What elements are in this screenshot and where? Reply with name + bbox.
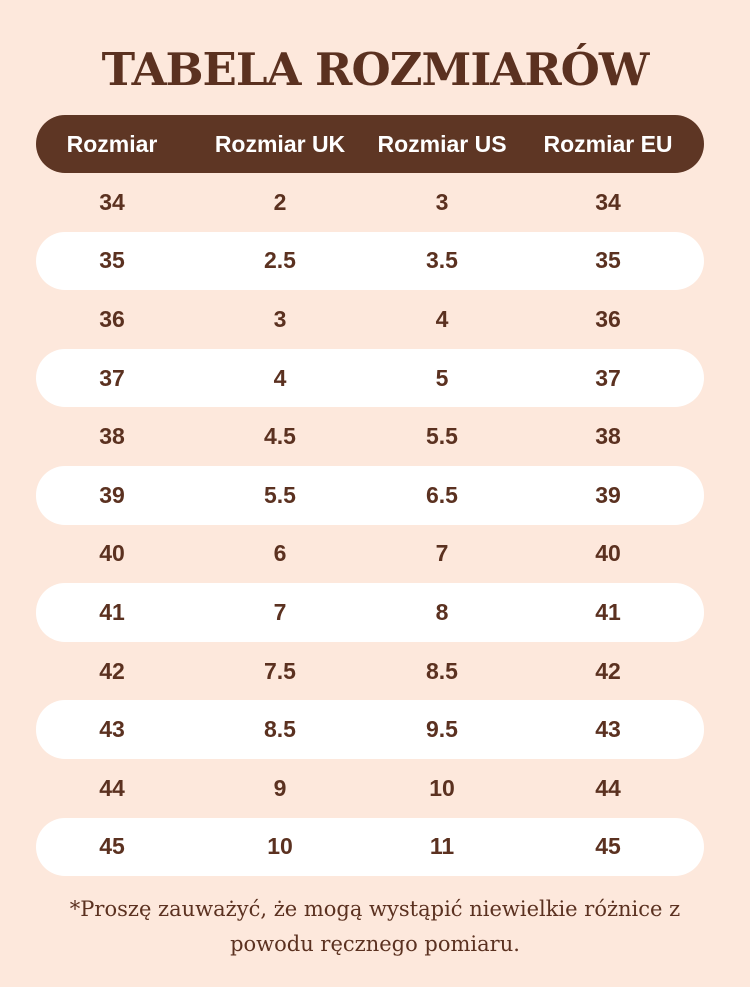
table-row: 34 2 3 34 — [36, 173, 704, 232]
cell-size-uk: 8.5 — [264, 716, 296, 743]
cell-size-uk: 4 — [273, 364, 287, 391]
header-size-uk: Rozmiar UK — [214, 130, 346, 157]
cell-size-uk: 3 — [273, 305, 287, 332]
cell-size-uk: 2.5 — [264, 247, 296, 274]
cell-size-eu: 40 — [595, 540, 621, 567]
cell-size-us: 5.5 — [426, 423, 458, 450]
cell-size: 43 — [99, 716, 125, 743]
disclaimer-note: *Proszę zauważyć, że mogą wystąpić niewi… — [0, 892, 750, 962]
cell-size: 34 — [99, 188, 125, 215]
cell-size-us: 11 — [429, 833, 455, 860]
header-size: Rozmiar — [66, 130, 158, 157]
cell-size-uk: 5.5 — [264, 481, 296, 508]
cell-size: 42 — [99, 657, 125, 684]
page-title: TABELA ROZMIARÓW — [101, 43, 650, 96]
disclaimer-line-2: powodu ręcznego pomiaru. — [230, 932, 520, 956]
cell-size: 38 — [99, 423, 125, 450]
table-row: 39 5.5 6.5 39 — [36, 465, 704, 525]
cell-size-eu: 38 — [595, 423, 621, 450]
cell-size-us: 9.5 — [426, 716, 458, 743]
cell-size-us: 4 — [435, 305, 449, 332]
table-row: 38 4.5 5.5 38 — [36, 407, 704, 466]
cell-size: 36 — [99, 305, 125, 332]
cell-size: 44 — [99, 774, 125, 801]
header-size-us: Rozmiar US — [377, 130, 507, 157]
cell-size-us: 3.5 — [426, 247, 458, 274]
table-row: 40 6 7 40 — [36, 525, 704, 584]
cell-size: 35 — [99, 247, 125, 274]
cell-size-eu: 39 — [595, 481, 621, 508]
cell-size-eu: 42 — [595, 657, 621, 684]
table-row: 41 7 8 41 — [36, 583, 704, 642]
table-row: 45 10 11 45 — [36, 817, 704, 877]
header-size-eu: Rozmiar EU — [543, 130, 673, 157]
cell-size-uk: 7.5 — [264, 657, 296, 684]
cell-size-uk: 10 — [267, 833, 293, 860]
cell-size: 41 — [99, 598, 125, 625]
cell-size-us: 5 — [435, 364, 449, 391]
cell-size-eu: 43 — [595, 716, 621, 743]
cell-size-eu: 35 — [595, 247, 621, 274]
cell-size-eu: 34 — [595, 188, 621, 215]
cell-size-eu: 36 — [595, 305, 621, 332]
table-row: 42 7.5 8.5 42 — [36, 642, 704, 701]
cell-size-us: 6.5 — [426, 481, 458, 508]
cell-size-eu: 41 — [595, 598, 621, 625]
cell-size-uk: 7 — [273, 598, 287, 625]
cell-size-uk: 2 — [273, 188, 287, 215]
disclaimer-line-1: *Proszę zauważyć, że mogą wystąpić niewi… — [69, 897, 681, 921]
cell-size: 45 — [99, 833, 125, 860]
table-row: 35 2.5 3.5 35 — [36, 231, 704, 291]
table-body: 34 2 3 34 35 2.5 3.5 35 36 3 4 36 37 4 5 37 38 4.5 5.5 38 39… — [36, 173, 704, 877]
cell-size: 39 — [99, 481, 125, 508]
cell-size-uk: 4.5 — [264, 423, 296, 450]
table-header: Rozmiar Rozmiar UK Rozmiar US Rozmiar EU — [36, 115, 704, 173]
cell-size-eu: 45 — [595, 833, 621, 860]
cell-size-eu: 44 — [595, 774, 621, 801]
cell-size-eu: 37 — [595, 364, 621, 391]
cell-size: 40 — [99, 540, 125, 567]
size-table: Rozmiar Rozmiar UK Rozmiar US Rozmiar EU… — [36, 115, 704, 877]
cell-size-us: 10 — [429, 774, 455, 801]
table-row: 44 9 10 44 — [36, 759, 704, 818]
cell-size-uk: 9 — [273, 774, 287, 801]
cell-size-us: 3 — [435, 188, 449, 215]
cell-size-uk: 6 — [273, 540, 287, 567]
cell-size-us: 7 — [435, 540, 449, 567]
cell-size-us: 8 — [435, 598, 449, 625]
table-row: 36 3 4 36 — [36, 290, 704, 349]
table-row: 37 4 5 37 — [36, 348, 704, 408]
cell-size: 37 — [99, 364, 125, 391]
cell-size-us: 8.5 — [426, 657, 458, 684]
table-row: 43 8.5 9.5 43 — [36, 700, 704, 759]
